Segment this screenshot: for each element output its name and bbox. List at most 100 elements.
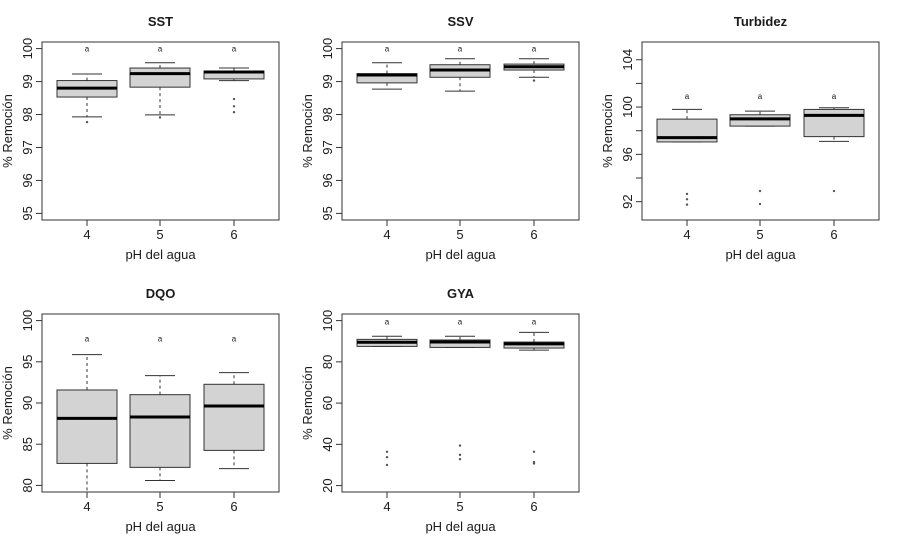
group-letter: a	[85, 45, 90, 54]
group-letter: a	[232, 334, 237, 343]
box-ph-5	[729, 110, 791, 206]
outlier-point	[685, 192, 689, 196]
outlier-point	[385, 450, 389, 453]
y-tick-label: 80	[20, 478, 35, 492]
box-iqr	[203, 383, 265, 451]
x-tick-label: 5	[456, 227, 463, 242]
panel-turbidez: Turbidez 92 96 100 104 % Remoción 4 5 6 pH del ag…	[600, 14, 880, 262]
boxes	[356, 58, 565, 92]
y-tick-label: 100	[320, 310, 335, 332]
y-tick-label: 98	[20, 107, 35, 121]
panel-dqo: DQO 80 85 90 95 100 % Remoción 4 5 6 pH del agua a a…	[0, 286, 280, 534]
y-tick-label: 99	[20, 74, 35, 88]
group-letter: a	[832, 92, 837, 101]
outlier-point	[385, 463, 389, 467]
box-ph-4	[356, 335, 418, 467]
x-tick-label: 5	[156, 499, 163, 514]
y-tick-label: 97	[320, 140, 335, 154]
box-ph-6	[803, 107, 865, 193]
y-tick-label: 100	[320, 38, 335, 60]
group-letter: a	[458, 318, 463, 327]
boxes	[56, 354, 265, 492]
panel-sst: SST 95 96 97 98 99 100 % Remoción 4 5 6 pH del agua…	[0, 14, 280, 262]
y-tick-label: 96	[20, 173, 35, 187]
outlier-point	[232, 105, 236, 108]
x-tick-label: 6	[830, 227, 837, 242]
outlier-point	[458, 453, 462, 457]
y-tick-label: 20	[320, 478, 335, 492]
outlier-point	[232, 97, 236, 101]
y-tick-label: 85	[20, 437, 35, 451]
box-iqr	[803, 108, 865, 138]
group-letter: a	[232, 45, 237, 54]
panel-ssv: SSV 95 96 97 98 99 100 % Remoción 4 5 6 pH del agua…	[300, 14, 580, 262]
x-tick-label: 5	[756, 227, 763, 242]
panel-gya: GYA 20 40 60 80 100 % Remoción 4 5 6 pH del agua a a…	[300, 286, 580, 534]
outlier-point	[532, 462, 536, 465]
plot-frame	[341, 313, 580, 493]
y-axis-label: % Remoción	[0, 366, 15, 440]
outlier-point	[385, 455, 389, 459]
y-tick-label: 96	[620, 147, 635, 161]
chart-title: Turbidez	[734, 14, 788, 29]
box-ph-6	[503, 331, 565, 465]
outlier-point	[532, 79, 536, 82]
y-tick-label: 40	[320, 437, 335, 451]
outlier-point	[758, 189, 762, 193]
outlier-point	[458, 458, 462, 461]
group-letter: a	[758, 92, 763, 101]
box-iqr	[729, 114, 791, 127]
x-tick-label: 5	[156, 227, 163, 242]
y-tick-label: 100	[20, 310, 35, 332]
box-ph-5	[429, 335, 491, 461]
y-tick-label: 95	[20, 206, 35, 220]
chart-title: GYA	[447, 286, 475, 301]
x-tick-label: 6	[230, 499, 237, 514]
outlier-point	[158, 116, 162, 119]
plot-frame	[341, 41, 580, 221]
box-ph-4	[56, 73, 118, 124]
plot-frame	[641, 41, 880, 221]
plot-frame	[41, 313, 280, 493]
group-letter: a	[532, 318, 537, 327]
y-axis-label: % Remoción	[600, 94, 615, 168]
boxes	[656, 107, 865, 206]
x-tick-label: 4	[683, 227, 690, 242]
group-letter: a	[458, 45, 463, 54]
box-ph-6	[203, 372, 265, 470]
chart-title: SST	[148, 14, 173, 29]
x-tick-label: 4	[383, 227, 390, 242]
y-axis-label: % Remoción	[0, 94, 15, 168]
y-tick-label: 104	[620, 49, 635, 71]
x-tick-label: 5	[456, 499, 463, 514]
box-iqr	[429, 339, 491, 348]
box-ph-4	[56, 354, 118, 492]
boxes	[356, 331, 565, 467]
x-tick-label: 6	[530, 499, 537, 514]
group-letter: a	[532, 45, 537, 54]
x-axis-label: pH del agua	[125, 247, 196, 262]
x-tick-label: 4	[83, 499, 90, 514]
x-tick-label: 6	[230, 227, 237, 242]
y-tick-label: 60	[320, 396, 335, 410]
outlier-point	[832, 189, 836, 193]
outlier-point	[685, 198, 689, 201]
chart-title: DQO	[146, 286, 176, 301]
box-ph-6	[503, 58, 565, 82]
x-axis-label: pH del agua	[125, 519, 196, 534]
group-letter: a	[158, 334, 163, 343]
y-tick-label: 80	[320, 355, 335, 369]
group-letter: a	[85, 334, 90, 343]
chart-title: SSV	[447, 14, 473, 29]
y-tick-label: 92	[620, 194, 635, 208]
y-axis-label: % Remoción	[300, 366, 315, 440]
x-axis-label: pH del agua	[425, 519, 496, 534]
boxes	[56, 62, 265, 124]
plot-frame	[41, 41, 280, 221]
box-ph-5	[129, 62, 191, 119]
y-tick-label: 98	[320, 107, 335, 121]
outlier-point	[458, 444, 462, 447]
group-letter: a	[385, 318, 390, 327]
y-tick-label: 96	[320, 173, 335, 187]
